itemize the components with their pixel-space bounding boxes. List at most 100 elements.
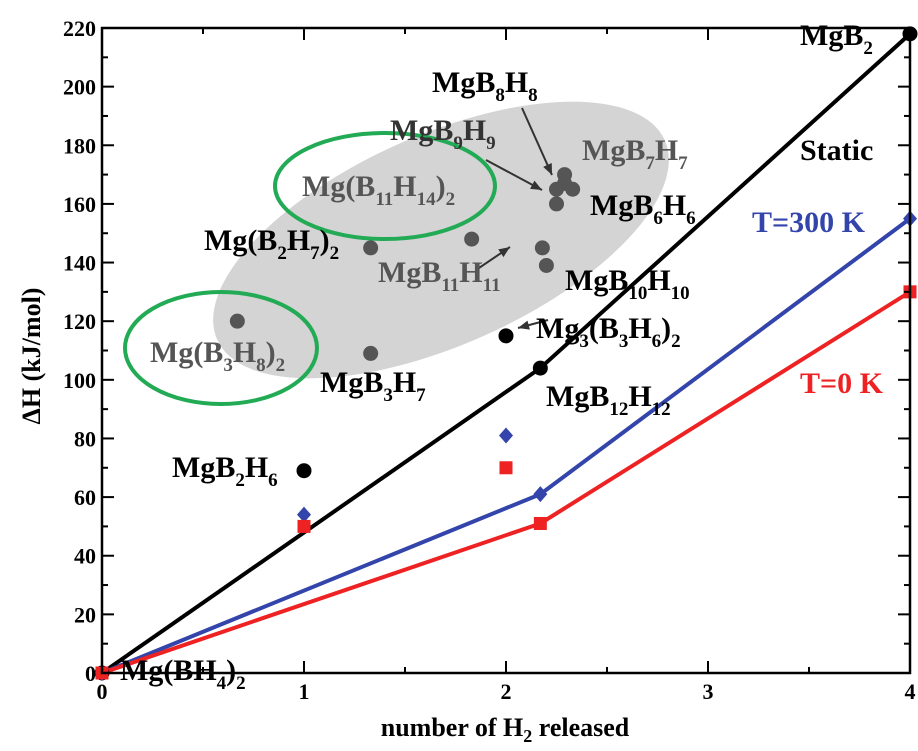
annotation-part: 10 xyxy=(671,283,690,304)
data-point xyxy=(538,257,554,273)
x-tick-label: 2 xyxy=(501,679,512,704)
annotation-label: T=300 K xyxy=(752,206,866,239)
annotation-part: 3 xyxy=(223,355,233,376)
highlight-ellipses xyxy=(123,131,497,406)
annotation-part: 11 xyxy=(441,275,459,296)
annotation-label: MgB2 xyxy=(800,19,873,59)
annotation-part: T=0 K xyxy=(800,367,884,400)
highlight-ellipse xyxy=(123,290,319,406)
data-point xyxy=(499,427,513,444)
arrow-head xyxy=(530,180,542,190)
annotation-part: 8 xyxy=(528,85,538,106)
annotation-part: MgB xyxy=(432,66,495,99)
annotation-part: 7 xyxy=(678,153,688,174)
y-tick-label: 140 xyxy=(63,251,96,276)
annotation-part: MgB xyxy=(800,19,863,52)
y-tick-label: 80 xyxy=(74,426,96,451)
annotation-part: ) xyxy=(661,312,671,345)
annotation-part: H xyxy=(505,66,528,99)
annotation-label: Mg(BH4)2 xyxy=(120,654,246,694)
annotation-part: 2 xyxy=(235,470,245,491)
annotation-part: 14 xyxy=(417,189,437,210)
annotation-part: 4 xyxy=(217,673,227,694)
annotation-part: 8 xyxy=(256,355,266,376)
annotation-part: T=300 K xyxy=(752,206,866,239)
highlight-ellipse xyxy=(273,131,497,241)
annotation-part: 9 xyxy=(453,133,463,154)
annotation-arrows xyxy=(475,107,553,330)
arrow-head xyxy=(498,247,510,258)
annotation-part: MgB xyxy=(320,366,383,399)
data-markers xyxy=(94,26,918,681)
annotation-part: H xyxy=(463,114,486,147)
annotation-part: MgB xyxy=(546,380,609,413)
annotation-arrow xyxy=(521,107,553,176)
annotation-label: Mg3(B3H6)2 xyxy=(536,312,681,352)
data-point xyxy=(533,486,548,503)
y-tick-label: 60 xyxy=(74,485,96,510)
annotation-label: MgB10H10 xyxy=(565,264,690,304)
annotation-part: 11 xyxy=(483,275,501,296)
annotation-part: 2 xyxy=(446,189,456,210)
annotation-part: MgB xyxy=(565,264,628,297)
annotation-part: 11 xyxy=(375,189,393,210)
annotation-part: MgB xyxy=(390,114,453,147)
x-axis-title: number of H2 released xyxy=(381,713,630,746)
annotation-label: MgB7H7 xyxy=(582,134,688,174)
annotation-part: Mg(B xyxy=(150,336,223,369)
data-point xyxy=(565,181,581,197)
annotation-part: 3 xyxy=(383,385,393,406)
y-tick-label: 40 xyxy=(74,544,96,569)
annotation-part: Mg(B xyxy=(204,224,277,257)
y-tick-label: 160 xyxy=(63,192,96,217)
annotation-part: H xyxy=(393,170,416,203)
annotation-part: MgB xyxy=(378,256,441,289)
annotation-part: H xyxy=(628,312,651,345)
annotation-label: MgB3H7 xyxy=(320,366,426,406)
y-tick-label: 120 xyxy=(63,309,96,334)
annotation-label: T=0 K xyxy=(800,367,884,400)
data-point xyxy=(363,240,379,256)
x-tick-label: 0 xyxy=(97,679,108,704)
arrow-head xyxy=(518,320,530,330)
annotation-label: MgB2H6 xyxy=(172,451,278,491)
annotation-part: (B xyxy=(589,312,619,345)
annotation-part: 12 xyxy=(609,399,628,420)
y-tick-label: 200 xyxy=(63,75,96,100)
annotation-part: ) xyxy=(320,224,330,257)
annotation-part: 2 xyxy=(236,673,246,694)
annotation-label: MgB8H8 xyxy=(432,66,538,106)
axes xyxy=(100,26,912,675)
annotation-part: H xyxy=(628,380,651,413)
cluster-shade-ellipse xyxy=(213,101,669,379)
cluster-shade-region xyxy=(213,101,669,379)
annotation-part: H xyxy=(655,134,678,167)
data-point xyxy=(549,196,564,212)
annotation-part: ) xyxy=(436,170,446,203)
annotation-label: Mg(B11H14)2 xyxy=(302,170,455,210)
y-tick-label: 20 xyxy=(74,602,96,627)
annotation-part: 6 xyxy=(652,331,662,352)
data-point xyxy=(229,313,245,329)
annotation-part: 2 xyxy=(330,243,340,264)
data-point xyxy=(533,516,547,530)
annotation-part: 2 xyxy=(277,243,287,264)
annotation-part: Mg xyxy=(536,312,579,345)
annotation-label: Mg(B2H7)2 xyxy=(204,224,339,264)
annotation-part: 3 xyxy=(619,331,629,352)
annotation-part: H xyxy=(245,451,268,484)
data-point xyxy=(557,167,573,183)
annotation-label: MgB6H6 xyxy=(590,189,696,229)
y-tick-label: 100 xyxy=(63,368,96,393)
data-point xyxy=(296,463,312,479)
data-point xyxy=(297,506,311,523)
annotation-label: MgB12H12 xyxy=(546,380,671,420)
data-point xyxy=(534,240,550,256)
data-point xyxy=(464,231,480,247)
annotation-part: Mg(BH xyxy=(120,654,217,687)
annotation-part: ) xyxy=(226,654,236,687)
y-tick-label: 220 xyxy=(63,16,96,41)
annotation-part: MgB xyxy=(582,134,645,167)
